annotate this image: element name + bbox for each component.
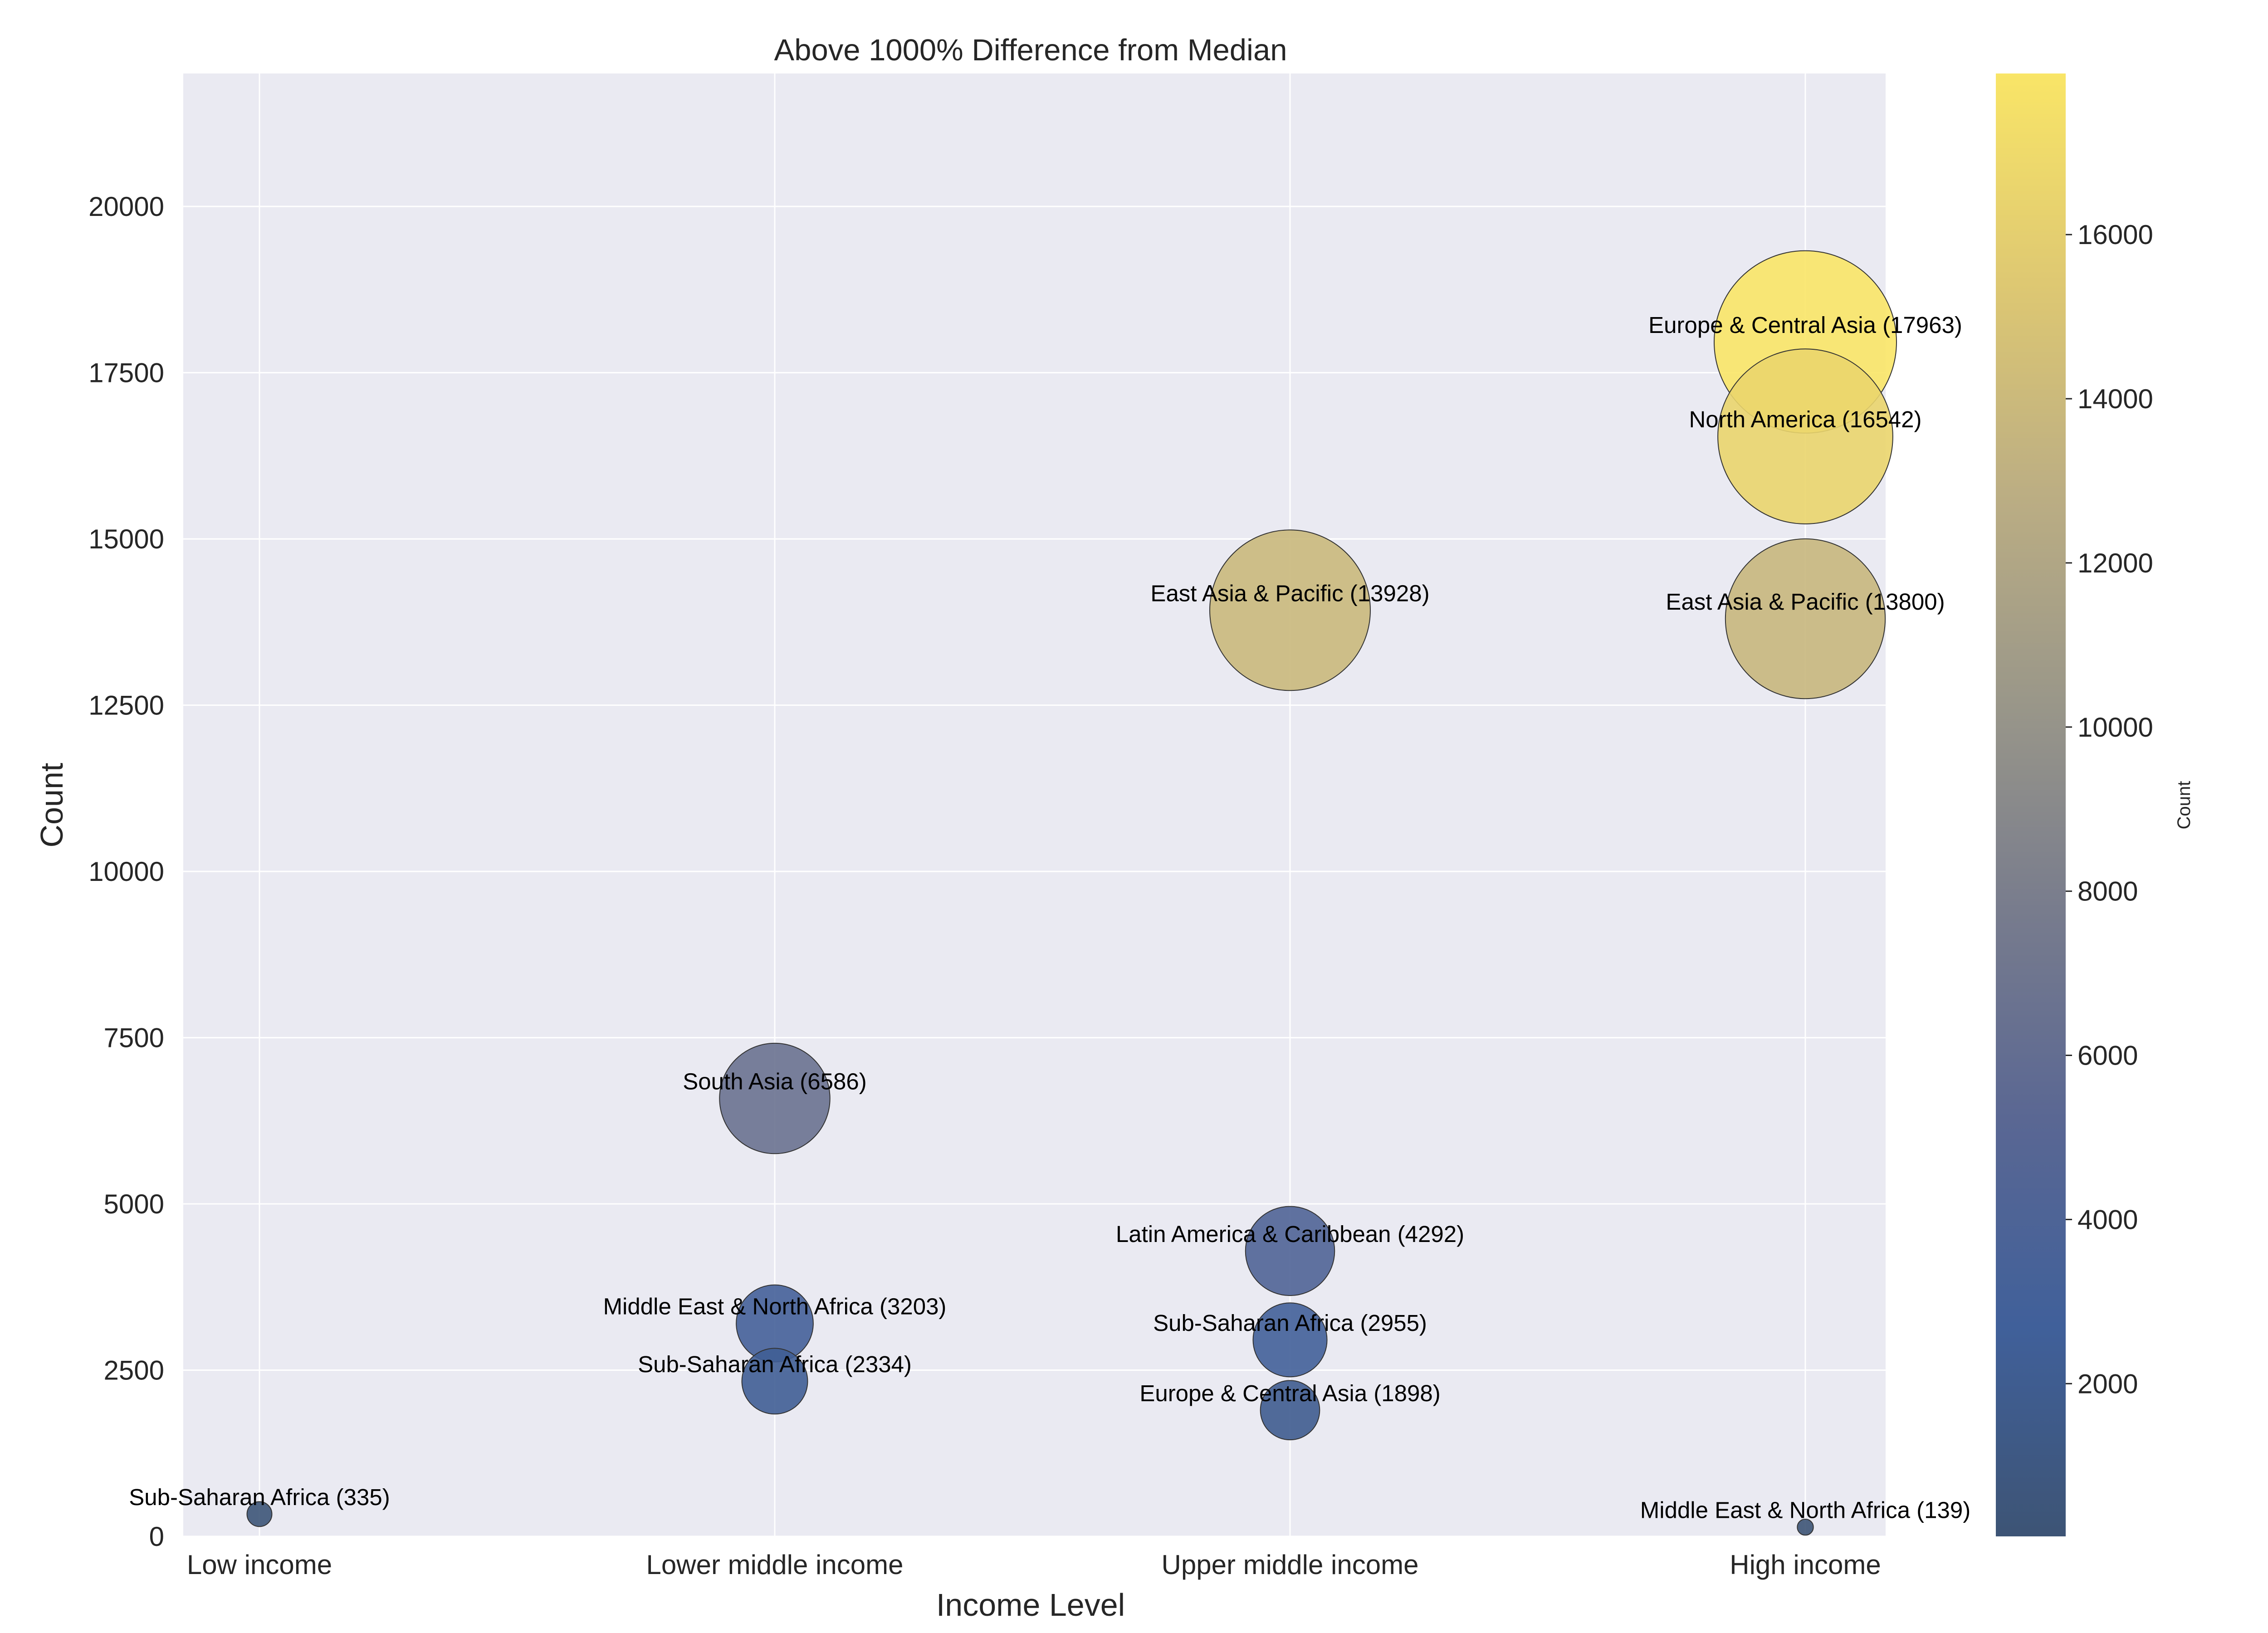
y-tick-label: 2500 [104,1355,164,1386]
colorbar-ticks: 2000 4000 6000 8000 10000 12000 14000 16000 [2066,220,2153,1399]
x-tick-label: Low income [187,1550,332,1580]
y-tick-label: 15000 [88,524,164,554]
colorbar-tick-label: 14000 [2077,384,2153,414]
bubble-label: Middle East & North Africa (3203) [603,1293,947,1319]
bubble-label: South Asia (6586) [683,1069,866,1095]
colorbar-tick-label: 12000 [2077,548,2153,578]
y-tick-label: 12500 [88,690,164,721]
bubble-label: East Asia & Pacific (13928) [1150,580,1429,606]
grid-lines [183,73,1886,1537]
plot-area [183,73,1886,1536]
y-tick-label: 10000 [88,856,164,887]
colorbar-tick-label: 4000 [2077,1204,2138,1235]
bubble-label: East Asia & Pacific (13800) [1666,589,1945,615]
bubble-label: Sub-Saharan Africa (335) [129,1484,390,1510]
x-tick-label: High income [1730,1550,1881,1580]
x-tick-label: Lower middle income [646,1550,904,1580]
y-tick-label: 20000 [88,191,164,222]
colorbar-label: Count [2174,781,2194,830]
bubble-label: Sub-Saharan Africa (2955) [1153,1310,1427,1336]
colorbar [1996,73,2066,1536]
bubble [741,1348,808,1415]
colorbar-tick-label: 10000 [2077,712,2153,743]
x-tick-labels: Low income Lower middle income Upper middl… [187,1550,1881,1580]
y-tick-label: 7500 [104,1023,164,1053]
colorbar-tick-label: 8000 [2077,876,2138,907]
x-axis-label: Income Level [936,1587,1125,1623]
bubble [719,1042,831,1154]
y-tick-labels: 0 2500 5000 7500 10000 12500 15000 17500 20000 [88,191,164,1552]
bubble [1717,348,1893,524]
bubble [1260,1380,1320,1441]
colorbar-tick-label: 2000 [2077,1369,2138,1399]
bubble-label: Europe & Central Asia (17963) [1648,312,1962,338]
bubble [1252,1302,1328,1378]
bubble-label: Europe & Central Asia (1898) [1139,1380,1440,1406]
bubble-label: Sub-Saharan Africa (2334) [638,1351,912,1377]
chart-title: Above 1000% Difference from Median [774,33,1287,67]
y-axis-label: Count [34,763,69,848]
bubble [1245,1206,1335,1296]
y-tick-label: 0 [149,1521,164,1552]
y-tick-label: 17500 [88,358,164,388]
bubble-label: North America (16542) [1689,406,1921,432]
bubble [1209,529,1371,691]
x-tick-label: Upper middle income [1162,1550,1419,1580]
bubble-label: Middle East & North Africa (139) [1640,1497,1970,1523]
bubble [1725,538,1886,699]
bubble-labels: Sub-Saharan Africa (335) South Asia (6586… [129,312,1970,1523]
bubble [1797,1518,1814,1536]
y-tick-label: 5000 [104,1189,164,1219]
bubble [246,1501,273,1527]
colorbar-tick-label: 16000 [2077,220,2153,250]
bubble-label: Latin America & Caribbean (4292) [1116,1221,1464,1247]
colorbar-tick-label: 6000 [2077,1041,2138,1071]
bubbles [246,250,1897,1536]
